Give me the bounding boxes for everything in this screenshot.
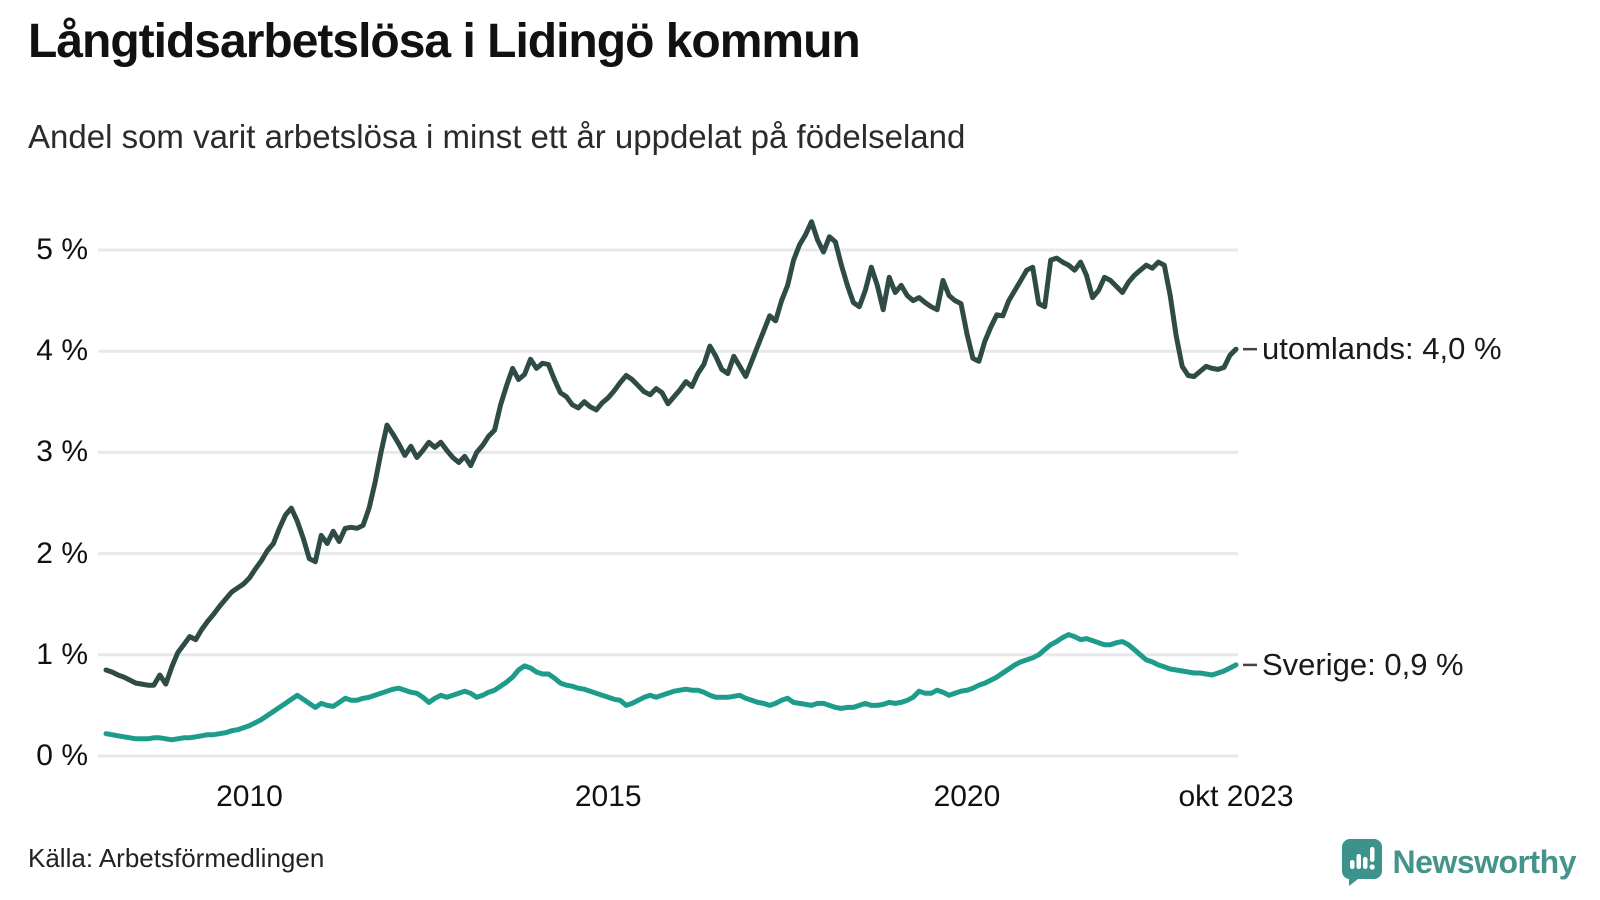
y-tick-label: 1 % [36, 637, 88, 671]
x-tick-label: 2010 [216, 780, 283, 813]
y-tick-label: 0 % [36, 739, 88, 772]
brand-name: Newsworthy [1392, 843, 1577, 880]
source-note: Källa: Arbetsförmedlingen [28, 843, 325, 873]
sverige-line [103, 632, 1239, 743]
y-tick-label: 2 % [36, 536, 88, 570]
x-tick-label: okt 2023 [1178, 780, 1294, 813]
newsworthy-icon [1341, 839, 1382, 886]
sverige-end-label: Sverige: 0,9 % [1262, 646, 1464, 682]
y-tick-label: 3 % [36, 435, 88, 469]
x-tick-label: 2015 [574, 780, 642, 813]
page-subtitle: Andel som varit arbetslösa i minst ett å… [28, 118, 966, 155]
utomlands-line [103, 219, 1239, 688]
utomlands-end-label: utomlands: 4,0 % [1262, 331, 1502, 367]
y-tick-label: 5 % [36, 233, 88, 266]
y-tick-label: 4 % [36, 334, 88, 368]
x-tick-label: 2020 [933, 780, 1001, 813]
brand-logo: Newsworthy [1341, 838, 1577, 886]
page-title: Långtidsarbetslösa i Lidingö kommun [28, 15, 861, 68]
